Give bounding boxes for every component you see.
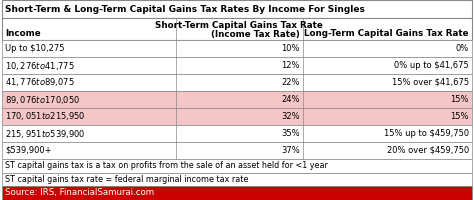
- Bar: [2, 91, 472, 108]
- Bar: [2, 186, 472, 200]
- Text: Up to $10,275: Up to $10,275: [5, 44, 64, 53]
- Bar: [2, 159, 472, 173]
- Text: 20% over $459,750: 20% over $459,750: [387, 146, 469, 155]
- Text: 12%: 12%: [281, 61, 300, 70]
- Bar: [2, 108, 472, 125]
- Text: ST capital gains tax rate = federal marginal income tax rate: ST capital gains tax rate = federal marg…: [5, 175, 248, 184]
- Text: 37%: 37%: [281, 146, 300, 155]
- Text: $215,951 to $539,900: $215,951 to $539,900: [5, 128, 86, 140]
- Text: 0%: 0%: [456, 44, 469, 53]
- Bar: [2, 142, 472, 159]
- Text: $10,276 to $41,775: $10,276 to $41,775: [5, 60, 75, 72]
- Text: $41,776 to $89,075: $41,776 to $89,075: [5, 76, 75, 88]
- Text: $170,051 to $215,950: $170,051 to $215,950: [5, 110, 86, 122]
- Text: (Income Tax Rate): (Income Tax Rate): [211, 29, 300, 38]
- Text: Short-Term Capital Gains Tax Rate: Short-Term Capital Gains Tax Rate: [155, 21, 323, 30]
- Text: $539,900+: $539,900+: [5, 146, 52, 155]
- Text: 22%: 22%: [281, 78, 300, 87]
- Text: 15%: 15%: [450, 112, 469, 121]
- Text: Source: IRS, FinancialSamurai.com: Source: IRS, FinancialSamurai.com: [5, 188, 154, 197]
- Bar: [2, 18, 472, 40]
- Text: 32%: 32%: [281, 112, 300, 121]
- Bar: [2, 74, 472, 91]
- Text: 10%: 10%: [281, 44, 300, 53]
- Bar: [2, 40, 472, 57]
- Text: ST capital gains tax is a tax on profits from the sale of an asset held for <1 y: ST capital gains tax is a tax on profits…: [5, 162, 328, 170]
- Bar: [2, 173, 472, 186]
- Text: 15% over $41,675: 15% over $41,675: [392, 78, 469, 87]
- Text: 24%: 24%: [281, 95, 300, 104]
- Text: Short-Term & Long-Term Capital Gains Tax Rates By Income For Singles: Short-Term & Long-Term Capital Gains Tax…: [5, 4, 365, 14]
- Text: 35%: 35%: [281, 129, 300, 138]
- Bar: [2, 0, 472, 18]
- Text: Long-Term Capital Gains Tax Rate: Long-Term Capital Gains Tax Rate: [304, 29, 469, 38]
- Text: 0% up to $41,675: 0% up to $41,675: [394, 61, 469, 70]
- Text: 15% up to $459,750: 15% up to $459,750: [384, 129, 469, 138]
- Bar: [2, 125, 472, 142]
- Text: $89,076 to $170,050: $89,076 to $170,050: [5, 94, 80, 106]
- Bar: [2, 57, 472, 74]
- Text: 15%: 15%: [450, 95, 469, 104]
- Text: Income: Income: [5, 29, 41, 38]
